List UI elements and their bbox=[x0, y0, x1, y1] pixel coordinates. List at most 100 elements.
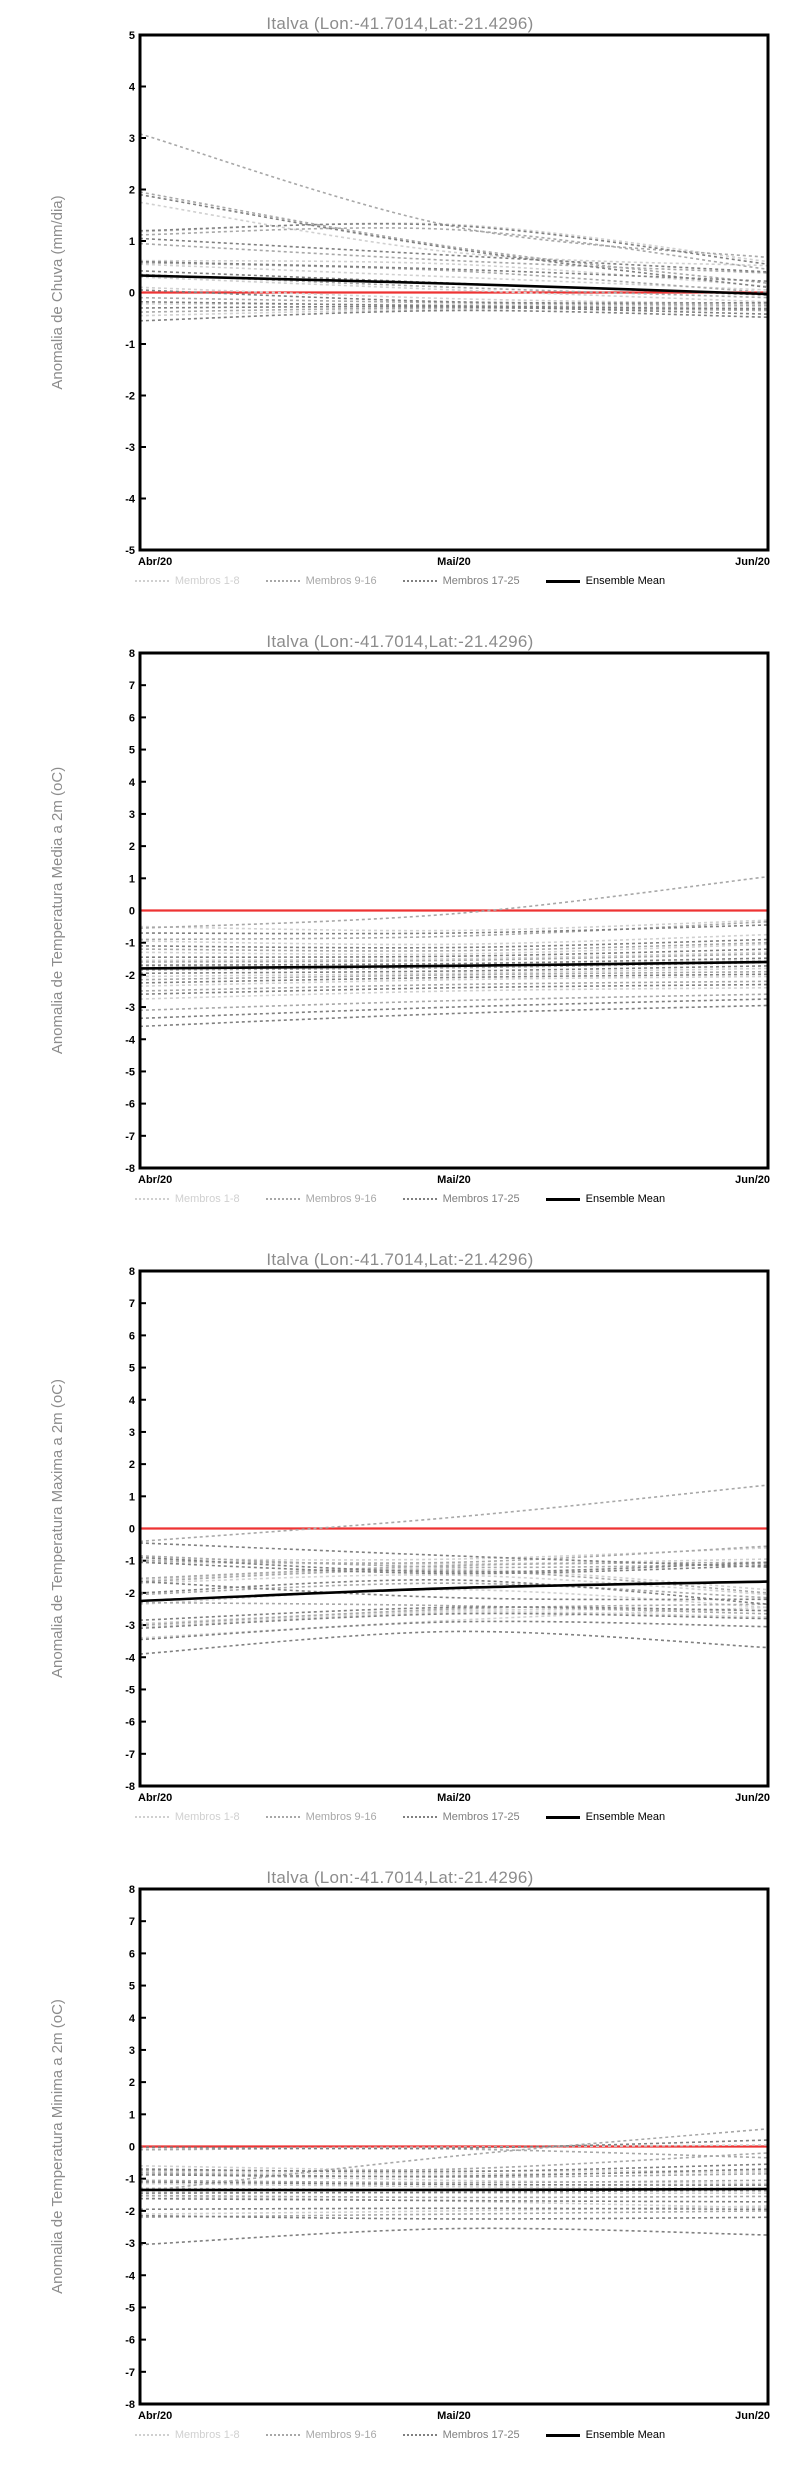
legend-entry[interactable]: Ensemble Mean bbox=[545, 1810, 666, 1823]
legend-label: Membros 9-16 bbox=[305, 1810, 377, 1823]
member-series-line bbox=[139, 300, 769, 310]
chart-legend: Membros 1-8 Membros 9-16 Membros 17-25 Ense… bbox=[0, 1806, 800, 1828]
y-tick-label: 1 bbox=[129, 236, 135, 248]
member-series-line bbox=[139, 938, 769, 949]
legend-swatch-dashed-line-icon bbox=[265, 1198, 300, 1200]
legend-entry[interactable]: Membros 9-16 bbox=[265, 1193, 377, 1205]
legend-label: Ensemble Mean bbox=[585, 1810, 666, 1823]
legend-entry[interactable]: Membros 1-8 bbox=[134, 1810, 240, 1823]
legend-entry[interactable]: Membros 17-25 bbox=[402, 1193, 520, 1205]
y-tick-label: 2 bbox=[129, 1459, 135, 1471]
member-series-line bbox=[139, 1606, 769, 1622]
member-series-line bbox=[139, 1630, 769, 1655]
member-series-line bbox=[139, 993, 769, 1012]
member-series-line bbox=[139, 2214, 769, 2220]
y-tick-label: 7 bbox=[129, 1916, 135, 1928]
x-tick-label: Jun/20 bbox=[735, 1174, 770, 1186]
y-tick-label: -8 bbox=[125, 1781, 135, 1793]
legend-entry[interactable]: Membros 9-16 bbox=[265, 2429, 377, 2441]
legend-entry[interactable]: Ensemble Mean bbox=[545, 1192, 666, 1205]
member-series-line bbox=[139, 242, 769, 274]
ensemble-mean-line bbox=[139, 1580, 769, 1603]
x-tick-label: Jun/20 bbox=[735, 1792, 770, 1804]
legend-entry[interactable]: Membros 17-25 bbox=[402, 575, 520, 587]
member-series-line bbox=[139, 289, 769, 304]
legend-entry[interactable]: Ensemble Mean bbox=[545, 574, 666, 587]
member-series-line bbox=[139, 980, 769, 992]
y-tick-label: 0 bbox=[129, 906, 135, 918]
legend-entry[interactable]: Membros 1-8 bbox=[134, 575, 240, 587]
legend-entry[interactable]: Membros 9-16 bbox=[265, 1810, 377, 1823]
x-tick-label: Mai/20 bbox=[437, 1174, 471, 1186]
legend-entry[interactable]: Membros 1-8 bbox=[134, 2429, 240, 2441]
panel-title: Italva (Lon:-41.7014,Lat:-21.4296) bbox=[266, 1868, 534, 1887]
member-series-line bbox=[139, 259, 769, 288]
plot-area: Anomalia de Temperatura Maxima a 2m (oC)… bbox=[49, 1266, 770, 1804]
y-tick-label: 8 bbox=[129, 1266, 135, 1278]
member-series-line bbox=[139, 1603, 769, 1626]
axes-frame bbox=[138, 1269, 770, 1788]
y-tick-label: 3 bbox=[129, 1427, 135, 1439]
y-tick-label: 3 bbox=[129, 2045, 135, 2057]
y-tick-label: -5 bbox=[125, 545, 135, 557]
y-tick-label: -5 bbox=[125, 1066, 135, 1078]
member-series-line bbox=[139, 2144, 769, 2149]
y-tick-label: 0 bbox=[129, 1524, 135, 1536]
panel-title: Italva (Lon:-41.7014,Lat:-21.4296) bbox=[266, 632, 534, 651]
member-series-line bbox=[139, 965, 769, 975]
member-series-line bbox=[139, 1561, 769, 1580]
legend-label: Membros 1-8 bbox=[174, 1810, 240, 1823]
y-tick-label: 1 bbox=[129, 2109, 135, 2121]
y-tick-label: 1 bbox=[129, 873, 135, 885]
y-tick-label: -3 bbox=[125, 2238, 135, 2250]
member-series-line bbox=[139, 191, 769, 285]
legend-label: Membros 1-8 bbox=[174, 1192, 240, 1205]
chart-panel: Italva (Lon:-41.7014,Lat:-21.4296) Anomal… bbox=[0, 1236, 800, 1854]
legend-label: Ensemble Mean bbox=[585, 1192, 666, 1205]
member-series-line bbox=[139, 1612, 769, 1630]
member-series-line bbox=[139, 1580, 769, 1601]
axes-frame bbox=[138, 33, 770, 552]
member-series-line bbox=[139, 951, 769, 962]
y-tick-label: -6 bbox=[125, 2335, 135, 2347]
x-tick-label: Abr/20 bbox=[138, 1792, 172, 1804]
x-tick-label: Abr/20 bbox=[138, 1174, 172, 1186]
legend-swatch-dashed-line-icon bbox=[402, 1198, 437, 1200]
panel-title: Italva (Lon:-41.7014,Lat:-21.4296) bbox=[266, 14, 534, 33]
legend-swatch-solid-line-icon bbox=[545, 579, 580, 583]
y-tick-label: -7 bbox=[125, 1131, 135, 1143]
y-axis-label: Anomalia de Chuva (mm/dia) bbox=[49, 195, 66, 389]
member-series-line bbox=[139, 2190, 769, 2195]
legend-entry[interactable]: Membros 9-16 bbox=[265, 575, 377, 587]
legend-entry[interactable]: Membros 17-25 bbox=[402, 1811, 520, 1823]
y-tick-label: -5 bbox=[125, 1684, 135, 1696]
y-tick-label: 3 bbox=[129, 133, 135, 145]
member-series-line bbox=[139, 919, 769, 932]
ensemble-mean-line bbox=[139, 960, 769, 970]
y-tick-label: -2 bbox=[125, 970, 135, 982]
legend-swatch-solid-line-icon bbox=[545, 2433, 580, 2437]
x-tick-label: Mai/20 bbox=[437, 556, 471, 568]
y-tick-label: -3 bbox=[125, 1002, 135, 1014]
member-series-line bbox=[139, 941, 769, 952]
member-series-line bbox=[139, 948, 769, 958]
y-tick-label: -4 bbox=[125, 2270, 136, 2282]
y-tick-label: -5 bbox=[125, 2302, 135, 2314]
y-axis-label: Anomalia de Temperatura Minima a 2m (oC) bbox=[49, 1999, 66, 2294]
member-series-line bbox=[139, 260, 769, 282]
member-series-line bbox=[139, 2197, 769, 2203]
y-tick-label: -1 bbox=[125, 1556, 135, 1568]
legend-entry[interactable]: Membros 1-8 bbox=[134, 1192, 240, 1205]
member-series-line bbox=[139, 1484, 769, 1543]
legend-entry[interactable]: Ensemble Mean bbox=[545, 2429, 665, 2441]
member-series-line bbox=[139, 222, 769, 263]
plot-area: Anomalia de Temperatura Minima a 2m (oC)… bbox=[49, 1884, 770, 2422]
legend-label: Ensemble Mean bbox=[585, 574, 666, 587]
x-tick-label: Jun/20 bbox=[735, 2410, 770, 2422]
y-tick-label: -6 bbox=[125, 1717, 135, 1729]
y-tick-label: 3 bbox=[129, 809, 135, 821]
legend-entry[interactable]: Membros 17-25 bbox=[402, 2429, 520, 2441]
member-series-line bbox=[139, 2194, 769, 2199]
axes-frame bbox=[138, 1887, 770, 2406]
legend-swatch-dashed-line-icon bbox=[134, 580, 169, 582]
